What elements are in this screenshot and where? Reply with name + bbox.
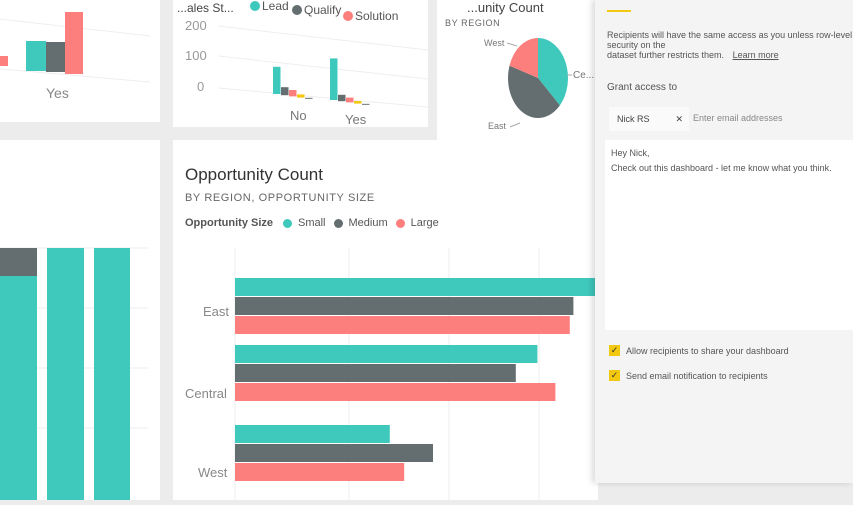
legend-dot bbox=[343, 11, 353, 21]
bar-yes-stage5[interactable] bbox=[362, 103, 370, 105]
pie-slice-west[interactable] bbox=[509, 38, 538, 78]
bar bbox=[0, 56, 8, 66]
info-text-2-body: dataset further restricts them. bbox=[607, 50, 725, 60]
legend-label-medium[interactable]: Medium bbox=[348, 217, 388, 229]
allow-share-checkbox[interactable]: ✓ Allow recipients to share your dashboa… bbox=[609, 345, 789, 356]
legend-title: Opportunity Size bbox=[185, 217, 273, 229]
bar bbox=[0, 248, 37, 276]
bar-yes-solution[interactable] bbox=[346, 97, 354, 103]
share-dashboard-panel: Recipients will have the same access as … bbox=[595, 0, 853, 483]
chart-title: Opportunity Count bbox=[185, 165, 323, 184]
pie-chart: ...unity Count BY REGION West Ce... East bbox=[445, 0, 594, 131]
pie-slice-central[interactable] bbox=[538, 38, 568, 106]
opportunity-bar-chart: East Central West bbox=[185, 248, 595, 500]
gridline bbox=[0, 68, 151, 83]
gridline bbox=[217, 87, 429, 108]
legend-label: Qualify bbox=[304, 3, 341, 17]
tile-pie[interactable]: ...unity Count BY REGION West Ce... East bbox=[437, 0, 595, 140]
bar-west-small[interactable] bbox=[235, 425, 390, 443]
bar-no-qualify[interactable] bbox=[281, 87, 289, 96]
bar bbox=[47, 248, 84, 505]
bar-central-medium[interactable] bbox=[235, 364, 516, 382]
pie-label-east: East bbox=[488, 121, 507, 131]
message-line-2: Check out this dashboard - let me know w… bbox=[611, 163, 832, 173]
checkbox-label: Allow recipients to share your dashboard bbox=[626, 345, 789, 356]
y-tick: 0 bbox=[197, 79, 204, 94]
y-label-west: West bbox=[198, 465, 228, 480]
stacked-column-chart bbox=[0, 247, 148, 505]
recipient-name: Nick RS bbox=[617, 114, 650, 124]
legend-dot-medium bbox=[333, 218, 343, 228]
legend-label: Lead bbox=[262, 0, 289, 13]
bar-no-solution[interactable] bbox=[289, 90, 297, 97]
bar bbox=[46, 42, 65, 72]
y-tick: 100 bbox=[185, 48, 207, 63]
remove-recipient-icon[interactable]: ✕ bbox=[675, 114, 683, 124]
bar-east-small[interactable] bbox=[235, 278, 595, 296]
x-label: Yes bbox=[345, 112, 367, 127]
pie-label-central: Ce... bbox=[573, 70, 594, 81]
gridline bbox=[217, 25, 429, 51]
bar-no-lead[interactable] bbox=[273, 66, 281, 94]
leader-line bbox=[509, 122, 521, 128]
legend-dot-small bbox=[283, 218, 292, 228]
bar-west-medium[interactable] bbox=[235, 444, 433, 462]
chart-subtitle: BY REGION, OPPORTUNITY SIZE bbox=[185, 192, 375, 204]
send-email-checkbox[interactable]: ✓ Send email notification to recipients bbox=[609, 370, 768, 381]
pie-label-west: West bbox=[484, 38, 505, 48]
leader-line bbox=[506, 42, 518, 47]
sales-stage-chart: ...ales St... Lead Qualify Solution 200 … bbox=[177, 0, 429, 127]
gridline bbox=[217, 55, 429, 80]
legend-label-large[interactable]: Large bbox=[410, 217, 439, 229]
tile-subtitle: BY REGION bbox=[445, 18, 500, 28]
bar-yes-stage4[interactable] bbox=[354, 101, 362, 104]
recipient-chip: Nick RS ✕ bbox=[609, 107, 689, 131]
learn-more-link[interactable]: Learn more bbox=[732, 50, 779, 60]
bar-west-large[interactable] bbox=[235, 463, 405, 481]
bar-yes-lead[interactable] bbox=[330, 58, 338, 100]
bar bbox=[65, 12, 83, 74]
legend-dot-large bbox=[395, 218, 405, 228]
bar-no-stage4[interactable] bbox=[297, 94, 305, 98]
bar-east-medium[interactable] bbox=[235, 297, 574, 315]
tile-title: ...unity Count bbox=[467, 0, 544, 15]
legend-dot bbox=[292, 5, 302, 15]
y-tick: 200 bbox=[185, 18, 207, 33]
legend-dot bbox=[250, 1, 260, 11]
info-text-2: dataset further restricts them. Learn mo… bbox=[607, 50, 779, 60]
bar bbox=[26, 41, 46, 71]
tile-opportunity-count[interactable]: Opportunity Count BY REGION, OPPORTUNITY… bbox=[173, 140, 598, 500]
y-label-central: Central bbox=[185, 386, 227, 401]
legend-label-small[interactable]: Small bbox=[298, 217, 326, 229]
x-label: No bbox=[290, 108, 307, 123]
bar-central-large[interactable] bbox=[235, 383, 556, 401]
info-text-1: Recipients will have the same access as … bbox=[607, 30, 853, 50]
x-label: Yes bbox=[46, 85, 69, 101]
message-textarea[interactable]: Hey Nick, Check out this dashboard - let… bbox=[605, 140, 853, 330]
checkbox-checked-icon[interactable]: ✓ bbox=[609, 370, 620, 381]
bar-no-stage5[interactable] bbox=[305, 97, 313, 99]
pie-slice-east[interactable] bbox=[508, 65, 560, 118]
active-tab-indicator bbox=[607, 10, 631, 12]
checkbox-label: Send email notification to recipients bbox=[626, 370, 768, 381]
checkbox-checked-icon[interactable]: ✓ bbox=[609, 345, 620, 356]
message-line-1: Hey Nick, bbox=[611, 148, 650, 158]
bar bbox=[94, 248, 130, 505]
bar-east-large[interactable] bbox=[235, 316, 570, 334]
grant-access-label: Grant access to bbox=[607, 82, 678, 93]
bar-yes-qualify[interactable] bbox=[338, 94, 346, 102]
tile-title: ...ales St... bbox=[177, 1, 234, 15]
bar-central-small[interactable] bbox=[235, 345, 538, 363]
legend-label: Solution bbox=[355, 9, 398, 23]
bar bbox=[0, 276, 37, 505]
tile-top-left[interactable]: Yes bbox=[0, 0, 160, 122]
top-left-chart: Yes bbox=[0, 12, 151, 101]
chart-legend: Opportunity Size Small Medium Large bbox=[185, 217, 439, 229]
tile-stacked-column[interactable] bbox=[0, 140, 160, 505]
y-label-east: East bbox=[203, 304, 229, 319]
email-input[interactable]: Enter email addresses bbox=[693, 113, 783, 123]
tile-sales-stage[interactable]: ...ales St... Lead Qualify Solution 200 … bbox=[173, 0, 429, 127]
